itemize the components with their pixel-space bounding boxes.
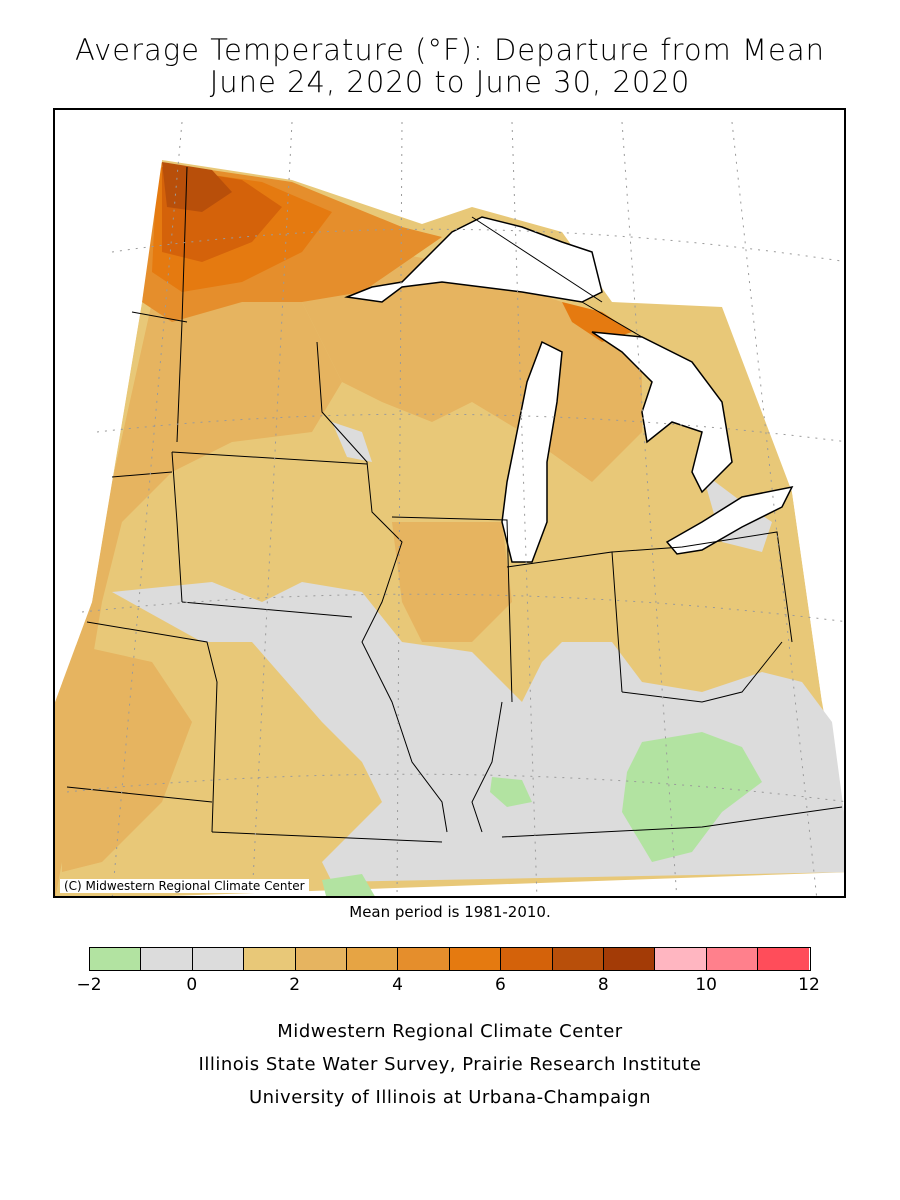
region-fill-2-3	[55, 302, 342, 896]
region-fill-near-normal-mn	[332, 422, 372, 462]
legend-tick-label: 2	[289, 975, 301, 995]
legend-tick-label: 6	[495, 975, 506, 995]
region-fill-below-normal-3	[322, 874, 375, 896]
graticule	[66, 121, 844, 896]
legend-swatch	[90, 948, 142, 970]
lake-erie	[665, 485, 794, 555]
mean-period-note: Mean period is 1981-2010.	[349, 903, 551, 921]
lake-superior	[344, 216, 603, 303]
legend-swatch	[655, 948, 707, 970]
region-outside-east	[792, 473, 844, 702]
region-fill-2-3-sw	[62, 642, 192, 872]
legend-swatch	[449, 948, 502, 970]
legend-swatch	[552, 948, 604, 970]
region-fill-7-8	[162, 162, 232, 212]
legend-swatch	[398, 948, 450, 970]
legend-swatch	[758, 948, 810, 970]
lake-huron	[591, 331, 733, 494]
legend-tick-label: 12	[798, 975, 820, 995]
legend-swatch	[295, 948, 347, 970]
legend-tick-label: 0	[186, 975, 198, 995]
footer-survey: Illinois State Water Survey, Prairie Res…	[198, 1054, 702, 1075]
legend-swatch	[501, 948, 553, 970]
lake-michigan	[501, 340, 563, 563]
legend-swatch	[706, 948, 759, 970]
temperature-departure-map	[55, 110, 844, 896]
legend-swatch	[141, 948, 193, 970]
map-date-range: June 24, 2020 to June 30, 2020	[209, 65, 691, 99]
region-fill-below-normal-2	[490, 777, 532, 807]
region-fill-upper-mi-orange	[562, 302, 632, 342]
legend-swatch	[346, 948, 399, 970]
footer-organization: Midwestern Regional Climate Center	[277, 1021, 623, 1042]
legend-swatch	[244, 948, 296, 970]
map-title: Average Temperature (°F): Departure from…	[74, 33, 826, 67]
legend-tick-label: 10	[695, 975, 717, 995]
map-frame: (C) Midwestern Regional Climate Center	[53, 108, 846, 898]
legend-tick-label: −2	[76, 975, 102, 995]
legend-color-bar	[89, 947, 811, 971]
legend-tick-labels: −2 0 2 4 6 8 10 12	[76, 971, 819, 995]
copyright-notice: (C) Midwestern Regional Climate Center	[60, 879, 309, 893]
legend-tick-label: 4	[392, 975, 403, 995]
color-legend: −2 0 2 4 6 8 10 12	[76, 947, 820, 995]
region-outside-west	[55, 110, 162, 702]
region-outside-north	[162, 110, 844, 302]
region-fill-near-normal-ne	[672, 462, 772, 552]
legend-swatch	[603, 948, 656, 970]
region-fill-2-3-iowa	[392, 522, 512, 642]
legend-tick-label: 8	[597, 975, 609, 995]
legend-swatch	[192, 948, 245, 970]
footer-university: University of Illinois at Urbana-Champai…	[248, 1087, 652, 1108]
